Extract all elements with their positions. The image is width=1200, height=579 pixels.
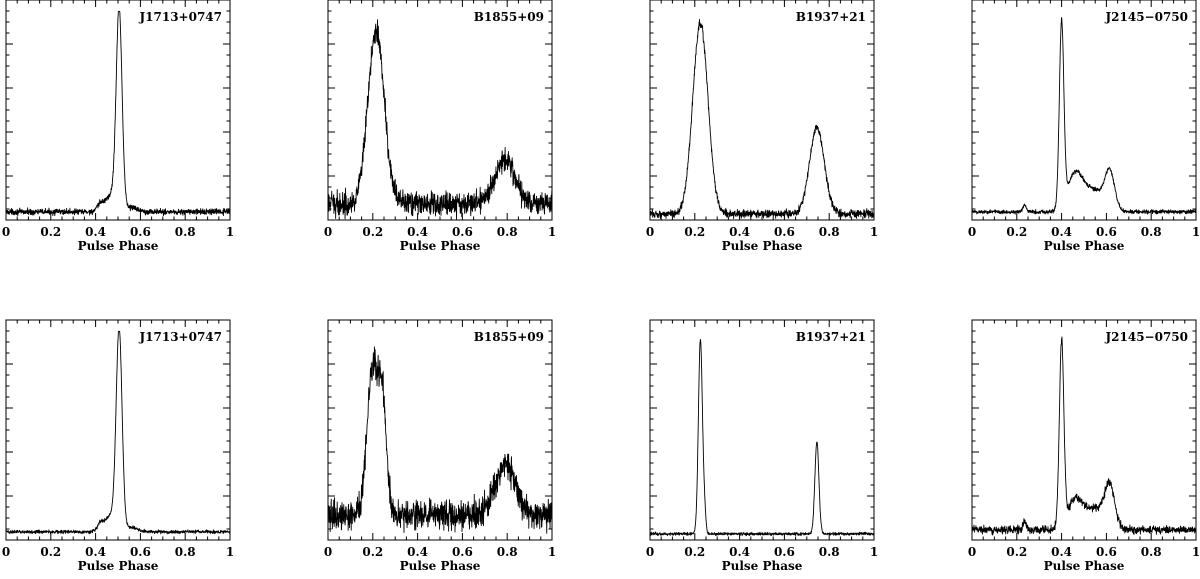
x-tick-label: 0.2 (40, 545, 61, 559)
pulse-profile-trace (971, 17, 1197, 215)
plot-frame (5, 0, 231, 221)
x-tick-label: 0.6 (774, 545, 795, 559)
x-tick-label: 1 (548, 545, 556, 559)
x-tick-label: 0.4 (729, 545, 750, 559)
x-tick-label: 0.6 (774, 225, 795, 239)
x-axis-label: Pulse Phase (78, 559, 159, 573)
x-tick-label: 0.8 (1141, 545, 1162, 559)
x-tick-label: 1 (226, 545, 234, 559)
plot-frame (327, 319, 553, 541)
pulse-profile-trace (5, 10, 231, 217)
panel-top-3: 0 0.2 0.4 0.6 0.8 1 Pulse Phase B1937+21 (646, 0, 878, 253)
x-axis-label: Pulse Phase (400, 559, 481, 573)
panel-bottom-4: 0 0.2 0.4 0.6 0.8 1 Pulse Phase J2145−0750 (968, 319, 1200, 573)
x-tick-label: 1 (1192, 225, 1200, 239)
panel-title: J2145−0750 (1104, 10, 1188, 24)
pulse-profile-trace (971, 336, 1197, 536)
panel-title: B1937+21 (796, 10, 866, 24)
panel-top-2: 0 0.2 0.4 0.6 0.8 1 Pulse Phase B1855+09 (324, 0, 556, 253)
x-tick-label: 0.4 (407, 545, 428, 559)
x-tick-label: 0.4 (85, 545, 106, 559)
x-axis-label: Pulse Phase (1044, 559, 1125, 573)
x-tick-label: 0.8 (497, 225, 518, 239)
x-tick-label: 0 (324, 545, 332, 559)
plot-frame (5, 319, 231, 541)
x-axis-label: Pulse Phase (722, 239, 803, 253)
x-tick-label: 0.2 (1006, 225, 1027, 239)
pulse-profile-trace (5, 330, 231, 535)
pulse-profile-trace (327, 19, 553, 220)
pulse-profile-trace (327, 346, 553, 534)
x-tick-label: 0 (324, 225, 332, 239)
x-tick-label: 0 (2, 545, 10, 559)
panel-bottom-2: 0 0.2 0.4 0.6 0.8 1 Pulse Phase B1855+09 (324, 319, 556, 573)
plot-frame (971, 319, 1197, 541)
x-tick-label: 0.6 (130, 225, 151, 239)
x-tick-label: 0 (2, 225, 10, 239)
x-tick-label: 0 (646, 545, 654, 559)
x-tick-label: 0.2 (1006, 545, 1027, 559)
x-axis-label: Pulse Phase (722, 559, 803, 573)
x-tick-label: 0.4 (1051, 225, 1072, 239)
x-tick-label: 0.2 (362, 545, 383, 559)
panel-title: J1713+0747 (138, 330, 222, 344)
pulse-profile-trace (649, 19, 875, 220)
plot-frame (971, 0, 1197, 221)
x-tick-label: 0 (646, 225, 654, 239)
x-tick-label: 0.6 (452, 225, 473, 239)
x-tick-label: 1 (870, 545, 878, 559)
panel-top-4: 0 0.2 0.4 0.6 0.8 1 Pulse Phase J2145−0750 (968, 0, 1200, 253)
plot-frame (649, 0, 875, 221)
x-tick-label: 1 (226, 225, 234, 239)
x-tick-label: 0.4 (1051, 545, 1072, 559)
x-tick-label: 0.6 (1096, 225, 1117, 239)
x-tick-label: 1 (548, 225, 556, 239)
x-tick-label: 0.4 (407, 225, 428, 239)
x-tick-label: 0.2 (362, 225, 383, 239)
x-tick-label: 0.8 (497, 545, 518, 559)
x-tick-label: 0.4 (729, 225, 750, 239)
panel-title: J2145−0750 (1104, 330, 1188, 344)
x-tick-label: 0.4 (85, 225, 106, 239)
x-tick-label: 0.2 (684, 545, 705, 559)
x-tick-label: 0.8 (819, 545, 840, 559)
x-axis-label: Pulse Phase (1044, 239, 1125, 253)
x-axis-label: Pulse Phase (400, 239, 481, 253)
panel-title: B1937+21 (796, 330, 866, 344)
x-tick-label: 0.6 (452, 545, 473, 559)
panel-top-1: 0 0.2 0.4 0.6 0.8 1 Pulse Phase J1713+0747 (2, 0, 234, 253)
x-tick-label: 0.8 (1141, 225, 1162, 239)
panel-bottom-1: 0 0.2 0.4 0.6 0.8 1 Pulse Phase J1713+0747 (2, 319, 234, 573)
x-tick-label: 0 (968, 225, 976, 239)
x-tick-label: 0.2 (684, 225, 705, 239)
x-axis-label: Pulse Phase (78, 239, 159, 253)
x-tick-label: 0.2 (40, 225, 61, 239)
panel-title: J1713+0747 (138, 10, 222, 24)
x-tick-label: 0.6 (130, 545, 151, 559)
panel-title: B1855+09 (474, 10, 544, 24)
x-tick-label: 0.8 (175, 225, 196, 239)
pulse-profile-trace (649, 339, 875, 537)
x-tick-label: 0.8 (819, 225, 840, 239)
x-tick-label: 0.6 (1096, 545, 1117, 559)
x-tick-label: 1 (870, 225, 878, 239)
panel-bottom-3: 0 0.2 0.4 0.6 0.8 1 Pulse Phase B1937+21 (646, 319, 878, 573)
plot-frame (649, 319, 875, 541)
panel-title: B1855+09 (474, 330, 544, 344)
x-tick-label: 0.8 (175, 545, 196, 559)
x-tick-label: 0 (968, 545, 976, 559)
x-tick-label: 1 (1192, 545, 1200, 559)
